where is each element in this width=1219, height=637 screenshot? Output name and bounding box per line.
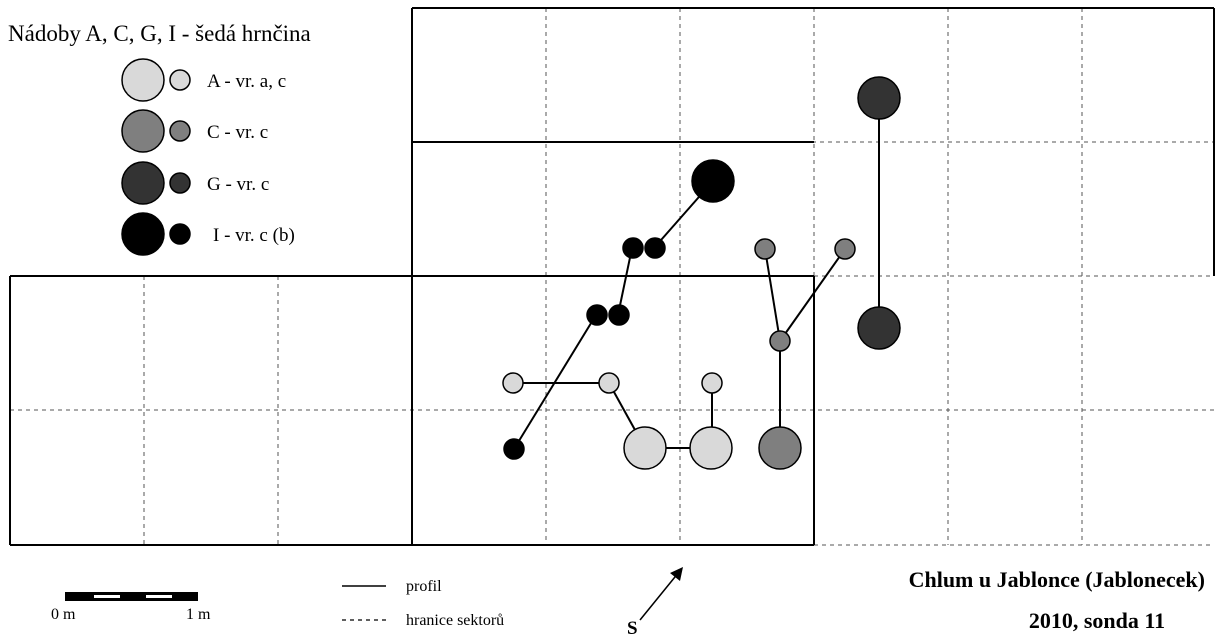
legend-label-i: I - vr. c (b) <box>213 225 295 246</box>
scale-bar-segment <box>94 595 120 598</box>
dashed-line-label: hranice sektorů <box>406 612 504 629</box>
legend-swatch-g-large <box>121 161 165 205</box>
legend-label-c: C - vr. c <box>207 122 268 143</box>
scale-end-label: 1 m <box>186 606 211 623</box>
vessel-a-fragment <box>701 372 723 394</box>
vessel-c-fragment <box>754 238 776 260</box>
north-arrow: S <box>627 567 683 637</box>
north-arrow-head <box>670 567 683 581</box>
legend-swatch-g-small <box>169 172 191 194</box>
vessel-i-fragment <box>622 237 644 259</box>
legend: Nádoby A, C, G, I - šedá hrnčina A - vr.… <box>8 21 311 256</box>
line-legend: profil hranice sektorů <box>342 578 504 629</box>
vessel-g-fragment <box>857 306 901 350</box>
legend-swatch-i-small <box>169 223 191 245</box>
legend-label-g: G - vr. c <box>207 174 269 195</box>
vessel-i-fragment <box>691 159 735 203</box>
legend-swatch-a-large <box>121 58 165 102</box>
fragment-connections <box>513 98 880 450</box>
vessel-a-fragment <box>598 372 620 394</box>
north-arrow-label: S <box>627 618 638 637</box>
vessel-a-fragment <box>623 426 667 470</box>
vessel-c-fragment <box>834 238 856 260</box>
site-title: Chlum u Jablonce (Jablonecek) 2010, sond… <box>909 567 1205 633</box>
legend-label-a: A - vr. a, c <box>207 71 286 92</box>
vessel-g-fragment <box>857 76 901 120</box>
vessel-c-fragment <box>758 426 802 470</box>
vessel-fragments <box>502 76 901 470</box>
vessel-a-fragment <box>502 372 524 394</box>
legend-swatch-i-large <box>121 212 165 256</box>
scale-bar: 0 m 1 m <box>51 592 211 623</box>
vessel-c-fragment <box>769 330 791 352</box>
legend-swatch-c-small <box>169 120 191 142</box>
vessel-i-fragment <box>503 438 525 460</box>
north-arrow-shaft <box>639 571 680 621</box>
vessel-i-fragment <box>586 304 608 326</box>
site-title-line2: 2010, sonda 11 <box>1029 608 1165 633</box>
scale-bar-frame <box>65 592 198 601</box>
vessel-a-fragment <box>689 426 733 470</box>
connection-line <box>779 248 846 342</box>
legend-swatch-a-small <box>169 69 191 91</box>
vessel-i-fragment <box>608 304 630 326</box>
solid-line-label: profil <box>406 578 442 595</box>
connection-line <box>764 248 781 342</box>
legend-swatch-c-large <box>121 109 165 153</box>
vessel-i-fragment <box>644 237 666 259</box>
site-title-line1: Chlum u Jablonce (Jablonecek) <box>909 567 1205 592</box>
profile-lines <box>9 7 1215 546</box>
legend-title: Nádoby A, C, G, I - šedá hrnčina <box>8 21 311 46</box>
connection-line <box>617 247 633 316</box>
scale-start-label: 0 m <box>51 606 76 623</box>
scale-bar-segment <box>146 595 172 598</box>
